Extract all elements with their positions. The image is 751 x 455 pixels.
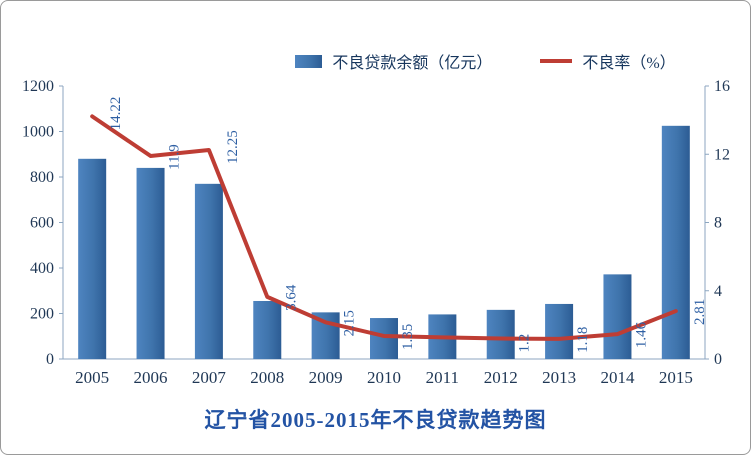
point-label-2009: 2.15 — [342, 310, 358, 336]
line-series-swatch — [540, 59, 573, 63]
left-axis-tick-label: 600 — [30, 215, 54, 232]
x-axis-category-label: 2014 — [600, 368, 635, 387]
bar-series-label: 不良贷款余额（亿元） — [332, 55, 493, 72]
left-axis-tick-label: 400 — [30, 260, 54, 277]
point-label-2010: 1.35 — [400, 324, 416, 350]
right-axis-tick-label: 12 — [714, 146, 730, 163]
point-label-2013: 1.18 — [575, 327, 591, 353]
x-axis-category-label: 2007 — [192, 368, 227, 387]
x-axis-category-label: 2015 — [659, 368, 693, 387]
left-axis-tick-label: 1000 — [22, 124, 54, 141]
x-axis-category-label: 2005 — [75, 368, 109, 387]
left-axis-tick-label: 1200 — [22, 78, 54, 95]
point-label-2012: 1.2 — [517, 334, 533, 353]
bar-2008 — [253, 300, 282, 359]
right-axis-tick-label: 4 — [714, 283, 722, 300]
npl-ratio-line — [90, 114, 678, 341]
left-axis-tick-label: 800 — [30, 169, 54, 186]
x-axis-category-label: 2006 — [134, 368, 168, 387]
legend-item-npl-balance: 不良贷款余额（亿元） — [295, 49, 492, 73]
bar-2010 — [370, 318, 398, 359]
x-axis-category-label: 2010 — [367, 368, 401, 387]
left-axis-tick-label: 200 — [30, 306, 54, 323]
x-axis-category-label: 2011 — [426, 368, 459, 387]
right-axis-tick-label: 0 — [714, 351, 722, 368]
x-axis-category-label: 2008 — [250, 368, 284, 387]
point-label-2006: 11.9 — [167, 144, 183, 170]
legend-item-npl-ratio: 不良率（%） — [540, 49, 676, 73]
left-axis-tick-label: 0 — [46, 351, 54, 368]
line-series-label: 不良率（%） — [582, 55, 676, 72]
right-axis-tick-label: 8 — [714, 215, 722, 232]
point-label-2008: 3.64 — [283, 284, 299, 311]
bar-2014 — [603, 274, 632, 359]
bar-2005 — [78, 158, 107, 359]
point-label-2007: 12.25 — [225, 130, 241, 164]
bar-series-swatch — [295, 54, 323, 68]
right-axis-tick-label: 16 — [714, 78, 730, 95]
x-axis-category-label: 2012 — [484, 368, 518, 387]
bar-2007 — [194, 183, 223, 359]
bar-2013 — [545, 303, 574, 359]
chart-title: 辽宁省2005-2015年不良贷款趋势图 — [204, 408, 547, 432]
point-label-2005: 14.22 — [108, 97, 124, 131]
legend: 不良贷款余额（亿元） 不良率（%） — [111, 49, 750, 73]
point-label-2014: 1.46 — [633, 321, 649, 348]
point-label-2015: 2.81 — [692, 299, 708, 325]
x-axis-category-label: 2013 — [542, 368, 576, 387]
bar-2015 — [661, 125, 690, 359]
x-axis-category-label: 2009 — [309, 368, 343, 387]
bar-2012 — [486, 309, 515, 359]
bar-2006 — [136, 167, 165, 359]
